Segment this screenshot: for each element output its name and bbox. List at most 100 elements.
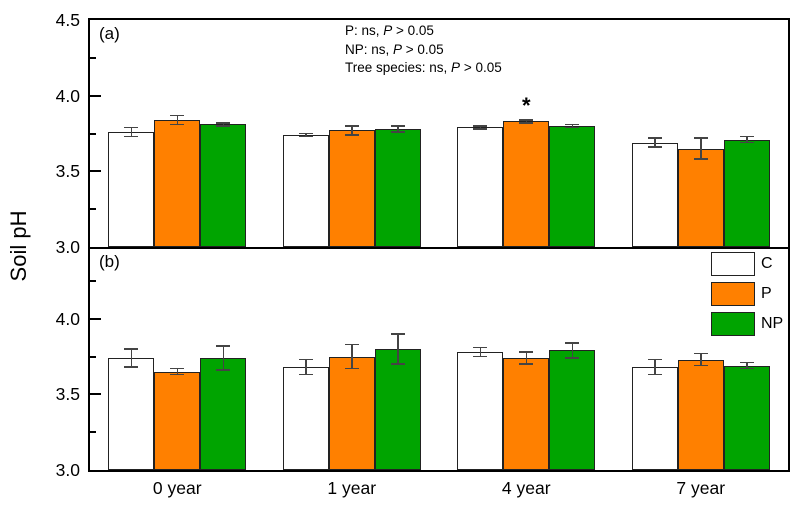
error-bar xyxy=(351,344,353,369)
error-bar-cap xyxy=(739,141,754,144)
significance-asterisk: * xyxy=(521,92,531,118)
bar-p-0-year xyxy=(154,119,201,247)
bar-c-4-year xyxy=(457,351,504,470)
error-bar xyxy=(397,125,399,132)
anova-annotation: P: ns, P > 0.05 NP: ns, P > 0.05 Tree sp… xyxy=(345,22,502,78)
bar-p-1-year xyxy=(328,356,375,470)
error-bar xyxy=(654,359,656,375)
error-bar-cap xyxy=(124,126,139,129)
error-bar-cap xyxy=(739,135,754,138)
error-bar xyxy=(222,345,224,371)
legend-label-p: P xyxy=(761,284,772,302)
error-bar-cap xyxy=(390,333,405,335)
bar-np-7-year xyxy=(723,365,770,470)
error-bar xyxy=(700,138,702,160)
error-bar xyxy=(176,115,178,125)
error-bar xyxy=(351,125,353,135)
error-bar-cap xyxy=(647,137,662,139)
error-bar-cap xyxy=(216,345,231,347)
error-bar-cap xyxy=(390,363,405,365)
error-bar-cap xyxy=(216,122,231,124)
y-minor-tick xyxy=(90,355,96,358)
error-bar-cap xyxy=(390,125,405,127)
y-major-tick xyxy=(90,317,101,320)
error-bar-cap xyxy=(298,132,313,135)
panel-a-label: (a) xyxy=(99,24,120,43)
error-bar-cap xyxy=(473,125,488,127)
y-tick-label: 4.0 xyxy=(55,308,80,329)
y-tick-label: 3.0 xyxy=(55,460,80,480)
x-tick-label: 0 year xyxy=(152,478,202,498)
error-bar xyxy=(222,122,224,126)
error-bar-cap xyxy=(565,342,580,344)
legend-entry-np: NP xyxy=(711,311,783,336)
error-bar-cap xyxy=(519,363,534,365)
bar-p-1-year xyxy=(328,130,375,247)
error-bar-cap xyxy=(344,134,359,136)
y-minor-tick xyxy=(90,279,96,282)
error-bar-cap xyxy=(693,158,708,160)
error-bar xyxy=(746,362,748,369)
legend-label-np: NP xyxy=(761,314,784,332)
error-bar-cap xyxy=(647,373,662,376)
legend-entry-c: C xyxy=(711,251,783,276)
error-bar-cap xyxy=(170,367,185,370)
bar-c-4-year xyxy=(457,127,504,247)
error-bar-cap xyxy=(519,119,534,121)
y-major-tick xyxy=(90,94,101,97)
error-bar-cap xyxy=(519,122,534,124)
error-bar xyxy=(525,351,527,365)
error-bar-cap xyxy=(170,114,185,117)
annotation-line-np: NP: ns, P > 0.05 xyxy=(345,41,444,57)
bar-np-7-year xyxy=(723,139,770,247)
bar-np-4-year xyxy=(549,125,596,247)
error-bar-cap xyxy=(298,373,313,376)
bar-c-7-year xyxy=(631,142,678,247)
legend-label-c: C xyxy=(761,254,773,272)
error-bar-cap xyxy=(216,369,231,371)
error-bar-cap xyxy=(344,343,359,346)
y-minor-tick xyxy=(90,431,96,434)
bar-np-0-year xyxy=(200,124,247,247)
error-bar-cap xyxy=(298,135,313,138)
bar-c-0-year xyxy=(108,131,155,247)
error-bar-cap xyxy=(124,348,139,350)
y-major-tick xyxy=(90,393,101,396)
error-bar xyxy=(571,124,573,128)
x-tick-label: 7 year xyxy=(676,478,726,498)
y-major-tick xyxy=(90,170,101,173)
y-minor-tick xyxy=(90,56,96,59)
bar-np-0-year xyxy=(200,358,247,470)
legend: C P NP xyxy=(711,251,783,341)
error-bar-cap xyxy=(693,352,708,355)
error-bar-cap xyxy=(565,357,580,359)
error-bar-cap xyxy=(647,358,662,361)
error-bar-cap xyxy=(344,367,359,370)
error-bar-cap xyxy=(473,355,488,358)
bar-c-0-year xyxy=(108,358,155,470)
error-bar-cap xyxy=(170,373,185,376)
error-bar-cap xyxy=(565,123,580,126)
bar-p-7-year xyxy=(677,359,724,470)
panel-b-label: (b) xyxy=(99,252,120,271)
error-bar-cap xyxy=(693,137,708,139)
error-bar xyxy=(654,138,656,148)
error-bar xyxy=(397,333,399,365)
error-bar-cap xyxy=(473,128,488,130)
error-bar-cap xyxy=(298,358,313,361)
error-bar xyxy=(130,127,132,137)
error-bar xyxy=(130,348,132,368)
error-bar xyxy=(525,119,527,123)
error-bar xyxy=(746,136,748,143)
bar-c-7-year xyxy=(631,367,678,470)
bar-c-1-year xyxy=(282,135,329,247)
error-bar xyxy=(305,133,307,137)
legend-swatch-np xyxy=(711,311,755,336)
bar-c-1-year xyxy=(282,367,329,470)
y-axis-title: Soil pH xyxy=(6,210,31,282)
error-bar-cap xyxy=(565,126,580,129)
bar-p-0-year xyxy=(154,371,201,470)
error-bar-cap xyxy=(519,351,534,353)
x-tick-label: 4 year xyxy=(501,478,551,498)
